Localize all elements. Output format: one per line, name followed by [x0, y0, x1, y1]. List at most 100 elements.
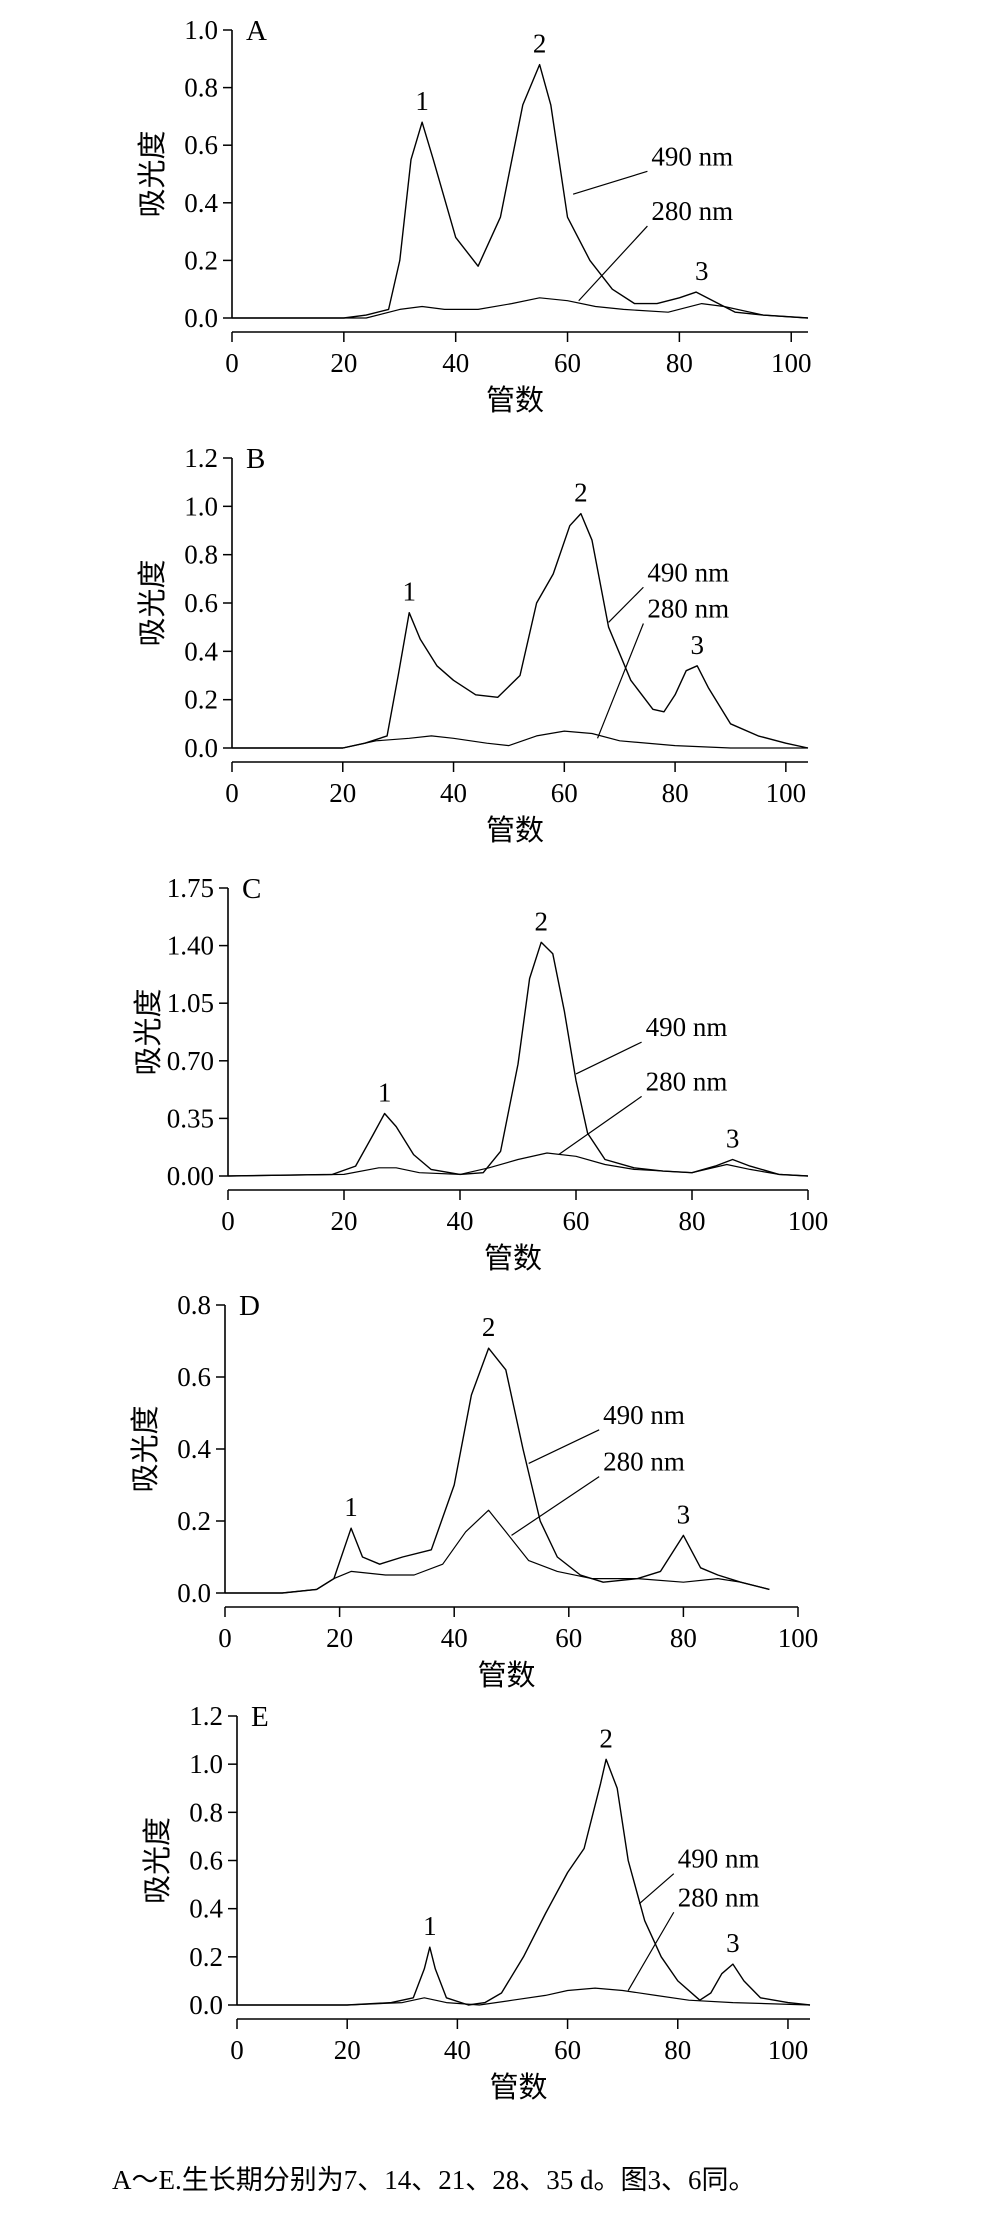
x-tick-label: 100	[778, 1623, 819, 1653]
y-axis-title: 吸光度	[129, 1405, 162, 1492]
y-tick-label: 0.6	[189, 1846, 223, 1876]
y-tick-label: 0.2	[177, 1506, 211, 1536]
wavelength-leader-line	[558, 1095, 642, 1156]
y-tick-label: 1.40	[167, 931, 214, 961]
peak-label: 1	[423, 1911, 437, 1941]
series-490nm-line	[227, 941, 809, 1177]
wavelength-leader-line	[596, 623, 644, 739]
x-tick-label: 40	[442, 348, 469, 378]
series-280nm-line	[225, 1509, 770, 1594]
y-tick-label: 0.0	[177, 1578, 211, 1608]
y-tick-label: 1.75	[167, 873, 214, 903]
y-tick-label: 0.4	[189, 1894, 223, 1924]
y-tick-label: 0.6	[177, 1362, 211, 1392]
x-tick-label: 100	[788, 1206, 829, 1236]
peak-label: 2	[482, 1312, 496, 1342]
y-tick-label: 0.8	[184, 540, 218, 570]
y-tick-label: 0.0	[184, 303, 218, 333]
wavelength-leader-line	[608, 586, 644, 623]
x-tick-label: 20	[326, 1623, 353, 1653]
chart-panel-c: 0.00 0.35 0.70 1.05 1.40 1.75 0 20 40 60 80 100 管数 吸光…	[132, 873, 828, 1275]
series-280nm-line	[237, 1987, 811, 2006]
y-tick-label: 0.4	[184, 188, 218, 218]
x-tick-label: 60	[563, 1206, 590, 1236]
peak-label: 2	[533, 29, 547, 59]
peak-label: 1	[415, 86, 429, 116]
y-tick-label: 1.05	[167, 988, 214, 1018]
peak-label: 3	[695, 256, 709, 286]
x-tick-label: 20	[330, 348, 357, 378]
x-tick-label: 20	[331, 1206, 358, 1236]
y-tick-label: 1.0	[184, 15, 218, 45]
y-tick-label: 0.70	[167, 1046, 214, 1076]
wavelength-label: 280 nm	[678, 1882, 760, 1912]
y-tick-label: 0.0	[189, 1990, 223, 2020]
wavelength-leader-line	[511, 1476, 600, 1536]
y-tick-label: 0.6	[184, 130, 218, 160]
peak-label: 3	[677, 1499, 691, 1529]
wavelength-label: 280 nm	[603, 1447, 685, 1477]
peak-label: 2	[534, 906, 548, 936]
wavelength-leader-line	[528, 1429, 600, 1464]
y-axis-title: 吸光度	[141, 1817, 174, 1904]
peak-label: 1	[378, 1077, 392, 1107]
x-tick-label: 60	[554, 348, 581, 378]
x-tick-label: 0	[225, 778, 239, 808]
chart-panel-b: 0.0 0.2 0.4 0.6 0.8 1.0 1.2 0 20 40 60 80 100 管数 吸光度 B 1…	[136, 443, 809, 847]
chart-panel-a: 0.0 0.2 0.4 0.6 0.8 1.0 0 20 40 60 80 100 管数 吸光度 A 1 2 3 4…	[136, 15, 811, 417]
y-tick-label: 0.00	[167, 1161, 214, 1191]
x-tick-label: 40	[440, 778, 467, 808]
y-tick-label: 0.2	[184, 685, 218, 715]
wavelength-label: 490 nm	[603, 1400, 685, 1430]
x-tick-label: 20	[334, 2035, 361, 2065]
x-tick-label: 0	[221, 1206, 235, 1236]
series-490nm-line	[232, 512, 809, 749]
x-tick-label: 60	[555, 1623, 582, 1653]
chart-panel-d: 0.0 0.2 0.4 0.6 0.8 0 20 40 60 80 100 管数 吸光度 D 1 2 3 490 …	[129, 1290, 818, 1692]
wavelength-leader-line	[572, 170, 648, 195]
x-tick-label: 80	[679, 1206, 706, 1236]
x-axis-title: 管数	[484, 1242, 542, 1275]
wavelength-label: 490 nm	[651, 141, 733, 171]
x-axis-title: 管数	[486, 814, 544, 847]
x-tick-label: 100	[768, 2035, 809, 2065]
x-tick-label: 40	[441, 1623, 468, 1653]
wavelength-label: 490 nm	[646, 1012, 728, 1042]
x-tick-label: 60	[551, 778, 578, 808]
wavelength-leader-line	[575, 1041, 642, 1075]
peak-label: 3	[726, 1928, 740, 1958]
x-axis-title: 管数	[486, 384, 544, 417]
y-axis-title: 吸光度	[136, 559, 169, 646]
wavelength-label: 280 nm	[646, 1066, 728, 1096]
x-tick-label: 40	[444, 2035, 471, 2065]
x-tick-label: 60	[554, 2035, 581, 2065]
y-tick-label: 0.2	[184, 245, 218, 275]
peak-label: 3	[690, 630, 704, 660]
y-tick-label: 0.2	[189, 1942, 223, 1972]
y-tick-label: 1.2	[184, 443, 218, 473]
wavelength-label: 490 nm	[647, 557, 729, 587]
series-490nm-line	[232, 63, 809, 319]
chart-figure: 0.00.20.40.60.81.00 20 40 60 80 100管数吸光度A1234…	[129, 15, 828, 2104]
y-tick-label: 0.8	[189, 1797, 223, 1827]
x-tick-label: 0	[218, 1623, 232, 1653]
x-tick-label: 40	[447, 1206, 474, 1236]
y-tick-label: 1.0	[189, 1749, 223, 1779]
series-490nm-line	[237, 1758, 811, 2006]
panel-label: A	[246, 15, 267, 47]
y-tick-label: 1.2	[189, 1701, 223, 1731]
x-tick-label: 80	[670, 1623, 697, 1653]
x-axis-title: 管数	[477, 1659, 535, 1692]
peak-label: 1	[402, 577, 416, 607]
wavelength-leader-line	[578, 225, 648, 302]
panel-label: D	[239, 1290, 260, 1322]
wavelength-leader-line	[638, 1873, 675, 1905]
y-axis-title: 吸光度	[136, 130, 169, 217]
x-axis-title: 管数	[489, 2071, 547, 2104]
x-tick-label: 20	[329, 778, 356, 808]
x-tick-label: 100	[766, 778, 807, 808]
y-axis-title: 吸光度	[132, 988, 165, 1075]
peak-label: 3	[726, 1124, 740, 1154]
panel-label: C	[242, 873, 261, 905]
peak-label: 2	[574, 478, 588, 508]
